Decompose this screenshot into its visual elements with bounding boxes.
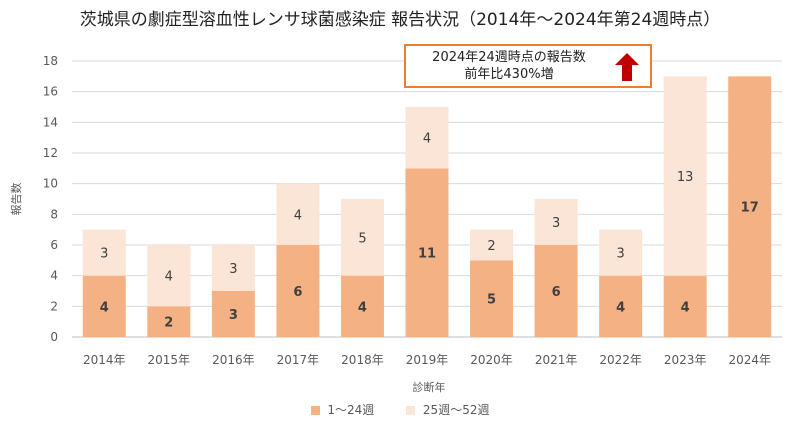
y-tick-label-0: 0 — [50, 330, 58, 344]
data-label-2024年-series-0: 17 — [741, 201, 759, 216]
x-tick-label-2018年: 2018年 — [341, 353, 384, 367]
annotation-box: 2024年24週時点の報告数 前年比430%増 — [404, 44, 652, 88]
x-axis-title: 診断年 — [413, 380, 446, 394]
y-tick-label-6: 6 — [50, 238, 58, 252]
bar-2018年-series-0 — [340, 275, 384, 337]
bar-2018年-series-1 — [340, 199, 384, 276]
data-label-2022年-series-0: 4 — [616, 300, 625, 315]
data-label-2017年-series-1: 4 — [294, 208, 302, 223]
bar-2017年-series-1 — [276, 183, 320, 245]
y-axis-title: 報告数 — [10, 183, 23, 216]
data-label-2015年-series-0: 2 — [164, 316, 173, 331]
x-tick-label-2017年: 2017年 — [277, 353, 320, 367]
data-label-2014年-series-1: 3 — [100, 247, 108, 262]
y-tick-label-18: 18 — [43, 54, 58, 68]
data-label-2023年-series-1: 13 — [677, 170, 694, 185]
legend-item-weeks-1-24: 1～24週 — [310, 401, 375, 418]
bar-2020年-series-1 — [470, 229, 514, 261]
data-label-2016年-series-1: 3 — [229, 262, 237, 277]
data-label-2017年-series-0: 6 — [293, 285, 302, 300]
up-arrow-icon — [615, 53, 639, 81]
x-tick-label-2024年: 2024年 — [728, 353, 771, 367]
data-label-2014年-series-0: 4 — [100, 300, 109, 315]
legend-swatch-weeks-25-52 — [406, 406, 416, 415]
data-label-2020年-series-1: 2 — [487, 239, 495, 254]
annotation-line-1: 2024年24週時点の報告数 — [432, 50, 586, 65]
x-tick-label-2014年: 2014年 — [83, 353, 126, 367]
annotation-line-2: 前年比430%増 — [464, 67, 554, 82]
y-tick-label-10: 10 — [43, 177, 58, 191]
bar-2022年-series-1 — [599, 229, 643, 276]
bar-2024年-series-0 — [728, 76, 772, 337]
legend-item-weeks-25-52: 25週～52週 — [406, 401, 489, 418]
x-tick-label-2019年: 2019年 — [406, 353, 449, 367]
bar-2023年-series-1 — [663, 76, 707, 276]
y-tick-label-14: 14 — [43, 115, 58, 129]
y-tick-label-2: 2 — [50, 299, 58, 313]
x-tick-label-2023年: 2023年 — [664, 353, 707, 367]
data-label-2018年-series-0: 4 — [358, 300, 367, 315]
x-tick-label-2021年: 2021年 — [535, 353, 578, 367]
y-tick-label-8: 8 — [50, 207, 58, 221]
x-tick-label-2016年: 2016年 — [212, 353, 255, 367]
bar-2021年-series-0 — [534, 245, 578, 337]
legend-label-weeks-1-24: 1～24週 — [327, 403, 375, 417]
legend-label-weeks-25-52: 25週～52週 — [422, 403, 490, 417]
y-tick-label-16: 16 — [43, 85, 58, 99]
bar-2023年-series-0 — [663, 275, 707, 337]
bar-2019年-series-1 — [405, 107, 449, 169]
bar-2022年-series-0 — [599, 275, 643, 337]
bar-2015年-series-0 — [147, 306, 191, 337]
bar-2014年-series-1 — [82, 229, 126, 276]
data-label-2018年-series-1: 5 — [358, 231, 366, 246]
bar-2016年-series-0 — [211, 291, 255, 337]
y-tick-label-4: 4 — [50, 269, 58, 283]
bar-2016年-series-1 — [211, 245, 255, 291]
data-label-2019年-series-1: 4 — [423, 132, 431, 147]
bar-2017年-series-0 — [276, 245, 320, 337]
bar-2019年-series-0 — [405, 168, 449, 337]
annotation-text: 2024年24週時点の報告数 前年比430%増 — [414, 49, 604, 83]
x-tick-label-2020年: 2020年 — [470, 353, 513, 367]
chart-title: 茨城県の劇症型溶血性レンサ球菌感染症 報告状況（2014年～2024年第24週時… — [79, 10, 721, 30]
data-label-2023年-series-0: 4 — [681, 300, 690, 315]
bar-2021年-series-1 — [534, 199, 578, 245]
x-tick-label-2022年: 2022年 — [599, 353, 642, 367]
bar-2014年-series-0 — [82, 275, 126, 337]
legend-swatch-weeks-1-24 — [310, 406, 320, 415]
data-label-2022年-series-1: 3 — [616, 247, 624, 262]
bar-2020年-series-0 — [470, 260, 514, 337]
x-tick-label-2015年: 2015年 — [148, 353, 191, 367]
chart-legend: 1～24週 25週～52週 — [0, 401, 800, 418]
data-label-2021年-series-0: 6 — [552, 285, 561, 300]
data-label-2020年-series-0: 5 — [487, 293, 496, 308]
data-label-2019年-series-0: 11 — [418, 247, 436, 262]
bar-2015年-series-1 — [147, 245, 191, 307]
data-label-2015年-series-1: 4 — [165, 270, 173, 285]
data-label-2016年-series-0: 3 — [229, 308, 238, 323]
y-tick-label-12: 12 — [43, 146, 58, 160]
data-label-2021年-series-1: 3 — [552, 216, 560, 231]
